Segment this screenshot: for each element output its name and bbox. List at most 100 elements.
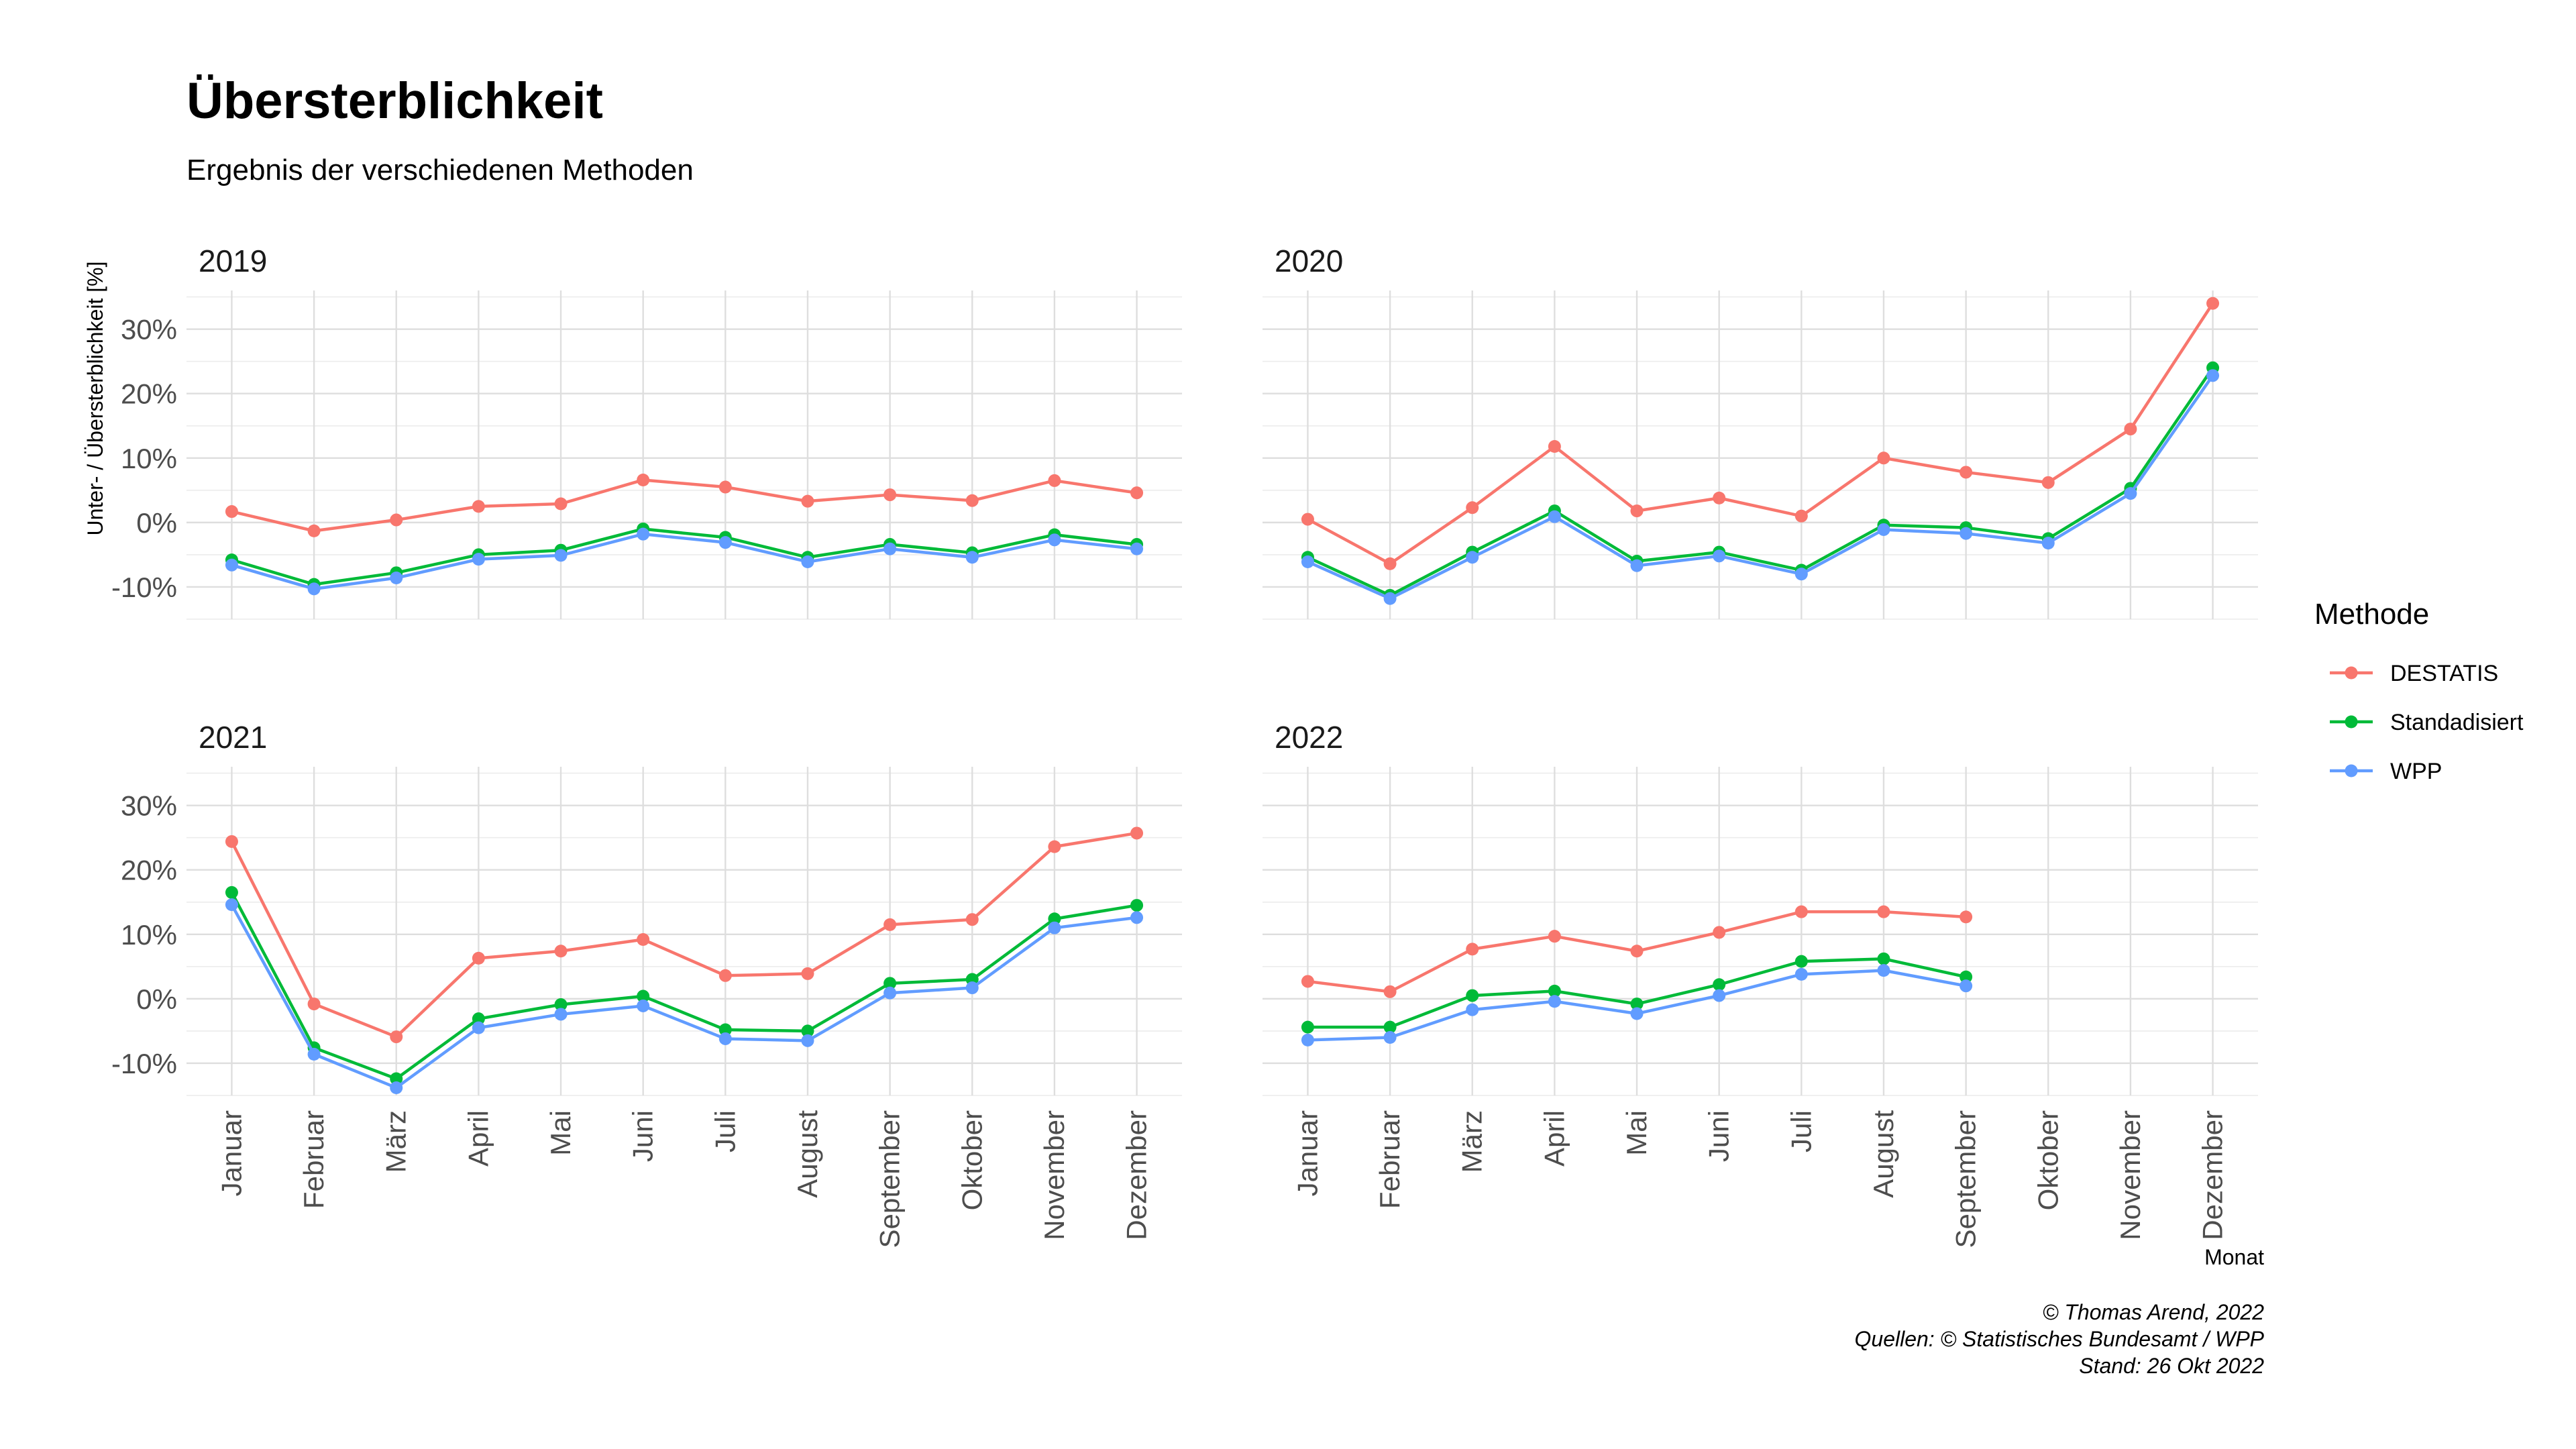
x-tick-label: Oktober xyxy=(956,1110,987,1210)
data-point xyxy=(1794,509,1808,523)
x-tick-label: April xyxy=(1538,1110,1570,1167)
panel-2021: 2021 -10% 0% 10% 20% 30% Januar Februar März Apri… xyxy=(111,720,1182,1248)
data-point xyxy=(554,998,568,1012)
data-point xyxy=(718,536,732,549)
data-point xyxy=(2124,423,2137,436)
data-point xyxy=(1960,527,1973,540)
y-tick-label: 30% xyxy=(121,314,177,345)
data-point xyxy=(1301,975,1314,988)
x-tick-label: Mai xyxy=(545,1110,576,1156)
data-point xyxy=(472,951,485,965)
data-point xyxy=(883,986,897,1000)
data-point xyxy=(1548,930,1561,943)
data-point xyxy=(1877,964,1890,977)
data-point xyxy=(1794,967,1808,981)
facet-label: 2019 xyxy=(199,244,267,278)
series-standadisiert xyxy=(225,885,1144,1085)
series-wpp xyxy=(1301,964,1973,1046)
x-tick-label: Januar xyxy=(1291,1110,1323,1196)
x-tick-label: Juli xyxy=(1785,1110,1817,1152)
y-axis-label: Unter- / Übersterblichkeit [%] xyxy=(83,261,107,535)
data-point xyxy=(1130,486,1144,500)
legend-point xyxy=(2345,764,2358,777)
data-point xyxy=(637,473,650,486)
data-point xyxy=(1048,533,1061,547)
y-tick-label: 0% xyxy=(136,507,177,539)
data-point xyxy=(1630,1007,1644,1020)
data-point xyxy=(637,989,650,1003)
panel-2020: 2020 xyxy=(1263,244,2258,620)
data-point xyxy=(965,551,979,564)
x-axis-label: Monat xyxy=(2204,1245,2264,1269)
data-point xyxy=(637,999,650,1012)
y-tick-label: 10% xyxy=(121,443,177,474)
y-tick-label: 30% xyxy=(121,790,177,822)
data-point xyxy=(965,981,979,995)
data-point xyxy=(1130,899,1144,912)
data-point xyxy=(1383,1031,1397,1044)
data-point xyxy=(1794,568,1808,581)
data-point xyxy=(225,558,238,572)
series-line xyxy=(1307,302,2214,566)
x-tick-label: August xyxy=(1868,1110,1899,1198)
data-point xyxy=(307,524,321,537)
data-point xyxy=(1713,926,1726,939)
data-point xyxy=(1383,592,1397,605)
data-point xyxy=(1466,943,1479,956)
chart-subtitle: Ergebnis der verschiedenen Methoden xyxy=(186,154,694,186)
data-point xyxy=(1130,542,1144,555)
legend-point xyxy=(2345,666,2358,680)
series-wpp xyxy=(225,527,1144,596)
data-point xyxy=(307,1048,321,1061)
data-point xyxy=(1301,513,1314,526)
data-point xyxy=(2041,476,2055,489)
data-point xyxy=(1301,555,1314,568)
x-tick-label: Januar xyxy=(215,1110,247,1196)
series-wpp xyxy=(1301,369,2220,605)
legend-item-standadisiert: Standadisiert xyxy=(2330,710,2524,735)
data-point xyxy=(718,1023,732,1036)
data-point xyxy=(1548,984,1561,998)
data-point xyxy=(1301,1020,1314,1034)
data-point xyxy=(1466,1003,1479,1016)
data-point xyxy=(1301,1033,1314,1046)
data-point xyxy=(1466,551,1479,564)
data-point xyxy=(1630,559,1644,572)
legend-point xyxy=(2345,715,2358,729)
data-point xyxy=(883,918,897,931)
data-point xyxy=(883,488,897,502)
facet-label: 2020 xyxy=(1275,244,1343,278)
data-point xyxy=(637,527,650,541)
series-wpp xyxy=(225,898,1144,1094)
data-point xyxy=(718,1032,732,1045)
series-line xyxy=(230,904,1137,1089)
caption: © Thomas Arend, 2022 Quellen: © Statisti… xyxy=(1855,1300,2265,1378)
data-point xyxy=(1130,911,1144,924)
data-point xyxy=(554,549,568,562)
x-tick-label: März xyxy=(380,1110,412,1173)
data-point xyxy=(554,1008,568,1021)
legend: Methode DESTATIS Standadisiert WPP xyxy=(2314,598,2524,784)
data-point xyxy=(1960,970,1973,983)
x-tick-label: Februar xyxy=(1374,1110,1405,1209)
data-point xyxy=(554,945,568,958)
data-point xyxy=(1383,985,1397,998)
series-line xyxy=(1307,367,2214,597)
panel-2022: 2022 Januar Februar März April Mai Juni Juli Aug… xyxy=(1263,720,2258,1248)
x-tick-label: Juni xyxy=(1703,1110,1735,1162)
data-point xyxy=(1630,998,1644,1011)
legend-item-destatis: DESTATIS xyxy=(2330,661,2498,686)
caption-author: © Thomas Arend, 2022 xyxy=(2043,1300,2264,1324)
facet-panels: 2019 -10% 0% 10% 20% 30% 2020 2021 -10% 0% 10% 20% 3… xyxy=(111,244,2258,1248)
x-tick-label: Dezember xyxy=(1121,1110,1152,1240)
series-destatis xyxy=(225,473,1144,537)
caption-sources: Quellen: © Statistisches Bundesamt / WPP xyxy=(1855,1327,2265,1351)
data-point xyxy=(472,1012,485,1026)
x-tick-label: Oktober xyxy=(2032,1110,2063,1210)
series-line xyxy=(230,892,1137,1081)
data-point xyxy=(225,505,238,519)
data-point xyxy=(718,480,732,494)
data-point xyxy=(1466,501,1479,515)
data-point xyxy=(225,898,238,912)
data-point xyxy=(1877,451,1890,465)
